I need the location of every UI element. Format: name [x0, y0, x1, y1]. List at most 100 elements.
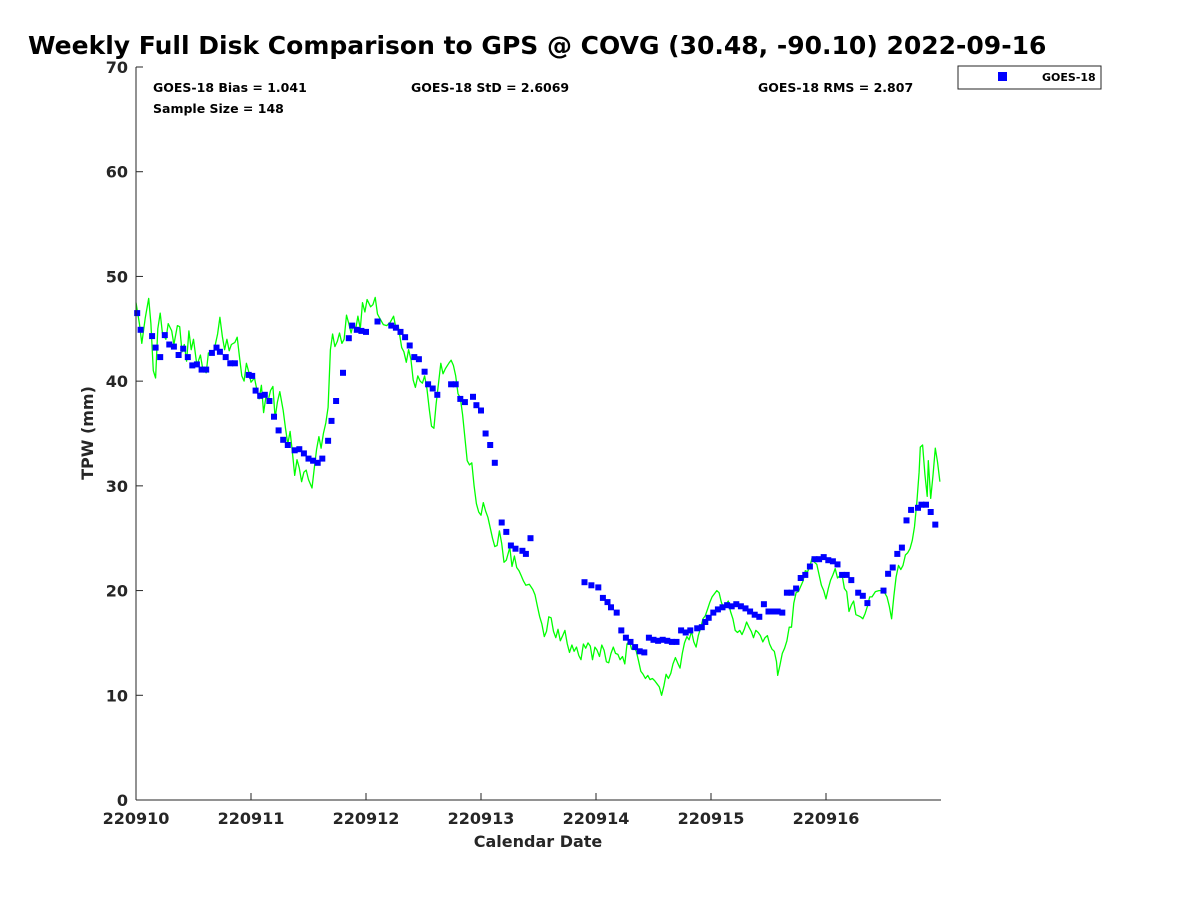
goes-point	[797, 575, 804, 581]
y-tick-label: 70	[106, 58, 128, 77]
goes-point	[811, 556, 818, 563]
goes-point	[673, 638, 680, 645]
goes-point	[848, 577, 855, 584]
legend-box	[957, 65, 1102, 90]
goes-point	[478, 407, 484, 414]
y-tick-label: 10	[106, 686, 128, 705]
goes-point	[175, 352, 182, 358]
legend-label-goes-18: GOES-18	[1042, 71, 1096, 84]
goes-point	[300, 450, 307, 457]
goes-point	[834, 561, 841, 568]
goes-point	[392, 324, 399, 331]
goes-point	[388, 322, 395, 329]
goes-point	[305, 455, 312, 462]
goes-point	[291, 447, 298, 454]
x-tick-label: 220910	[103, 809, 170, 828]
goes-point	[333, 398, 340, 404]
y-axis-ticks: 0 10 20 30 40 50 60 70	[106, 58, 143, 810]
goes-point	[245, 371, 252, 378]
goes-point	[742, 605, 749, 612]
goes-point	[737, 603, 744, 610]
goes-point	[894, 550, 901, 557]
y-tick-label: 0	[117, 791, 128, 810]
goes-point	[470, 393, 476, 400]
goes-point	[783, 589, 790, 596]
goes-point	[452, 381, 459, 388]
y-tick-label: 20	[106, 582, 128, 601]
x-tick-label: 220912	[333, 809, 400, 828]
goes-point	[402, 334, 409, 341]
goes-point	[889, 564, 896, 571]
goes-point	[425, 381, 432, 388]
goes-point	[903, 517, 910, 524]
goes-point	[213, 344, 220, 351]
y-tick-label: 60	[106, 163, 128, 182]
goes-point	[473, 402, 480, 409]
goes-point	[512, 545, 519, 552]
goes-point	[839, 571, 846, 578]
y-axis-label: TPW (mm)	[78, 386, 97, 480]
goes-point	[588, 582, 595, 589]
goes-point	[820, 554, 827, 561]
goes-point	[779, 609, 786, 616]
goes-point	[325, 437, 332, 444]
goes-point	[522, 550, 529, 557]
goes-point	[266, 398, 273, 404]
goes-point	[249, 372, 256, 379]
goes-point	[161, 332, 168, 339]
goes-point	[203, 366, 210, 373]
goes-point	[208, 349, 215, 356]
goes-point	[599, 594, 606, 601]
goes-point	[429, 385, 436, 392]
goes-point	[189, 362, 196, 369]
goes-point	[137, 326, 144, 333]
y-tick-label: 50	[106, 267, 128, 286]
goes-point	[193, 361, 200, 368]
goes-point	[885, 570, 892, 577]
goes-point	[374, 318, 381, 325]
goes-point	[655, 637, 662, 644]
goes-point	[825, 557, 832, 564]
goes-point	[632, 644, 639, 651]
goes-point	[134, 310, 141, 317]
goes-point	[166, 341, 173, 348]
x-tick-label: 220911	[218, 809, 285, 828]
goes-point	[349, 322, 356, 329]
goes-point	[284, 442, 291, 448]
goes-point	[645, 634, 652, 641]
sample-size-stat: Sample Size = 148	[153, 101, 284, 116]
x-tick-label: 220914	[563, 809, 630, 828]
goes-point	[751, 611, 758, 618]
goes-point	[880, 587, 887, 594]
goes-point	[319, 455, 326, 462]
goes-point	[668, 638, 675, 645]
rms-stat: GOES-18 RMS = 2.807	[758, 80, 913, 95]
x-tick-label: 220915	[678, 809, 745, 828]
goes-point	[519, 547, 526, 554]
goes-point	[682, 629, 689, 636]
goes-point	[275, 427, 282, 434]
goes-point	[448, 381, 455, 388]
goes-point	[152, 344, 159, 351]
goes-point	[788, 589, 795, 596]
goes-point	[855, 589, 862, 596]
goes-point	[702, 619, 709, 625]
goes-point	[415, 356, 422, 363]
goes-point	[694, 625, 701, 632]
goes-point	[363, 328, 369, 335]
goes-point	[280, 436, 287, 443]
goes-point	[411, 354, 418, 361]
goes-point	[170, 343, 177, 350]
legend-marker	[998, 72, 1007, 81]
goes-point	[932, 521, 939, 528]
goes-point	[216, 348, 223, 355]
goes-point	[491, 459, 498, 466]
goes-point	[180, 345, 187, 352]
goes-point	[328, 417, 335, 424]
goes-point	[595, 584, 602, 591]
goes-point	[859, 592, 866, 599]
goes-point	[705, 614, 712, 621]
goes-point	[641, 649, 648, 656]
goes-point	[314, 459, 321, 466]
legend: GOES-18	[957, 65, 1102, 90]
